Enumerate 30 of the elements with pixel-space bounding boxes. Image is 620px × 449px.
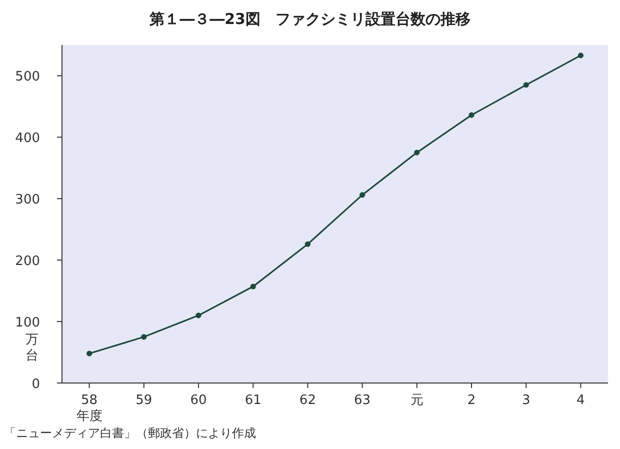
x-tick-label: 4: [576, 393, 585, 408]
text: 「ニューメディア白書」（郵政省）により作成: [4, 426, 256, 440]
y-tick-label: 100: [15, 316, 40, 331]
point: [468, 112, 474, 118]
x-tick-label: 2: [467, 393, 476, 408]
x-tick-label: 63: [354, 393, 371, 408]
y-tick-label: 300: [15, 192, 40, 208]
point: [250, 284, 256, 290]
point: [414, 150, 420, 156]
point: [304, 241, 310, 247]
x-tick-label: 62: [299, 393, 316, 408]
y-tick-label: 0: [32, 377, 40, 392]
point: [523, 82, 529, 88]
x-tick-label: 元: [410, 393, 424, 408]
x-tick-label: 61: [244, 393, 262, 408]
point: [360, 192, 366, 198]
chart-title: 第１―３―23図 ファクシミリ設置台数の推移: [148, 10, 470, 28]
y-axis-title: 万台: [26, 332, 38, 364]
x-tick-label: 3: [522, 393, 530, 408]
y-tick-label: 500: [15, 70, 40, 85]
y-tick-label: 200: [15, 254, 40, 270]
x-tick-label: 60: [190, 393, 207, 408]
point: [141, 334, 147, 340]
x-tick-label: 58: [81, 393, 98, 408]
point: [86, 350, 92, 356]
y-tick-label: 400: [15, 131, 40, 146]
x-axis-title: 年度: [76, 408, 102, 424]
x-tick-label: 59: [136, 393, 152, 408]
point: [196, 312, 202, 318]
point: [578, 52, 584, 58]
